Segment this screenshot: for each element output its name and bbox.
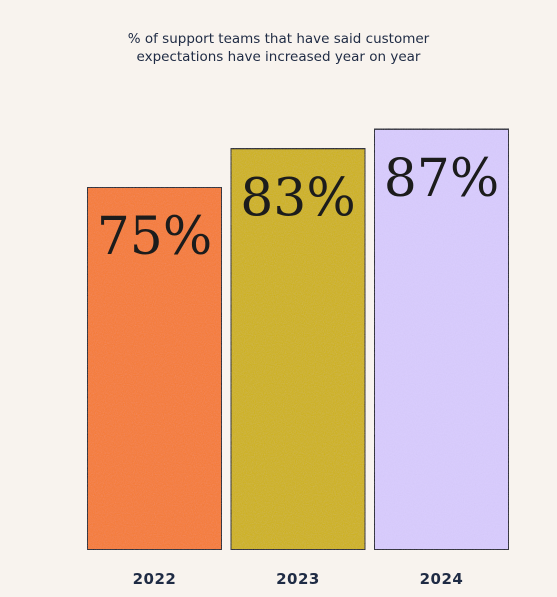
value-label-2023: 83% — [240, 168, 356, 228]
chart-title-line-1: % of support teams that have said custom… — [127, 31, 430, 47]
value-label-2024: 87% — [384, 149, 500, 209]
category-label-2024: 2024 — [420, 570, 464, 588]
bar-2022 — [86, 186, 223, 551]
category-labels-group: 2022 2023 2024 — [133, 570, 464, 588]
value-labels-group: 75% 83% 87% — [97, 149, 500, 267]
bar-2024 — [373, 127, 510, 551]
category-label-2022: 2022 — [133, 570, 177, 588]
bar-2023 — [229, 147, 367, 551]
chart-title-line-2: expectations have increased year on year — [136, 49, 421, 65]
bars-group — [86, 127, 510, 551]
chart-title: % of support teams that have said custom… — [0, 30, 557, 66]
value-label-2022: 75% — [97, 207, 213, 267]
category-label-2023: 2023 — [276, 570, 320, 588]
